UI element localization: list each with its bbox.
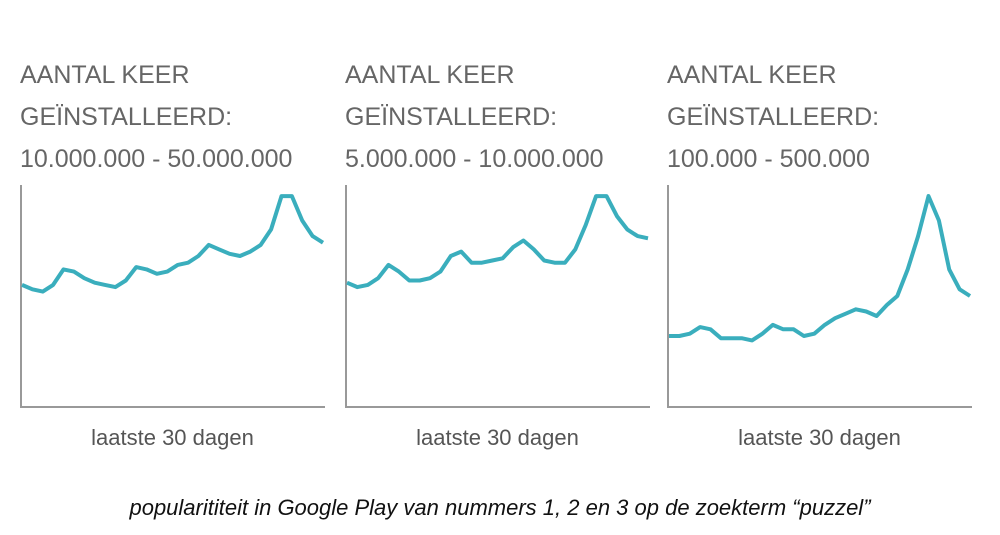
chart-title: AANTAL KEER GEÏNSTALLEERD: 5.000.000 - 1… xyxy=(345,61,604,173)
chart xyxy=(667,185,972,408)
trend-line xyxy=(346,194,649,290)
x-axis-label: laatste 30 dagen xyxy=(91,425,254,450)
chart xyxy=(345,185,650,408)
chart-title: AANTAL KEER GEÏNSTALLEERD: 10.000.000 - … xyxy=(20,61,293,173)
trend-line xyxy=(669,194,972,343)
chart xyxy=(20,185,325,408)
chart-title: AANTAL KEER GEÏNSTALLEERD: 100.000 - 500… xyxy=(667,61,880,173)
chart-panel: AANTAL KEER GEÏNSTALLEERD: 10.000.000 - … xyxy=(20,0,340,470)
x-axis-label: laatste 30 dagen xyxy=(738,425,901,450)
chart-panel: AANTAL KEER GEÏNSTALLEERD: 100.000 - 500… xyxy=(667,0,987,470)
x-axis-label: laatste 30 dagen xyxy=(416,425,579,450)
chart-panel: AANTAL KEER GEÏNSTALLEERD: 5.000.000 - 1… xyxy=(345,0,665,470)
caption: popularititeit in Google Play van nummer… xyxy=(129,495,871,520)
trend-line xyxy=(21,194,325,294)
